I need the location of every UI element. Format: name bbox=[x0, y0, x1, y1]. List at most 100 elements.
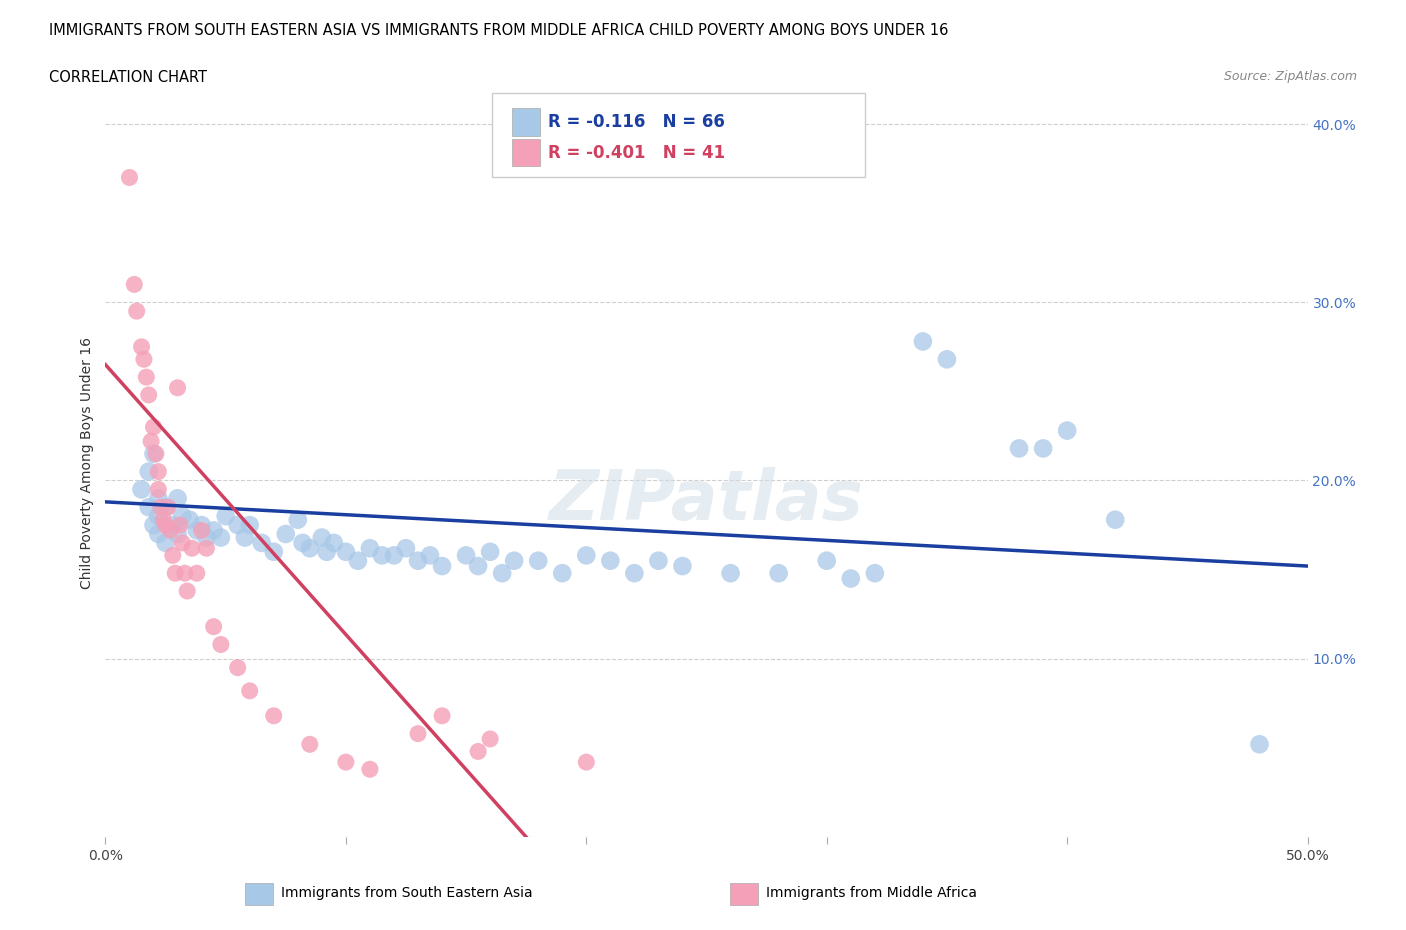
Point bbox=[527, 553, 550, 568]
Point bbox=[148, 464, 170, 479]
Point bbox=[131, 339, 153, 354]
Point bbox=[1008, 441, 1031, 456]
Point bbox=[149, 499, 172, 514]
Point bbox=[263, 709, 285, 724]
Point bbox=[195, 541, 218, 556]
Point bbox=[176, 584, 198, 599]
Point bbox=[162, 518, 184, 533]
Point bbox=[159, 523, 181, 538]
Point bbox=[131, 482, 153, 497]
Point bbox=[162, 548, 184, 563]
Point bbox=[503, 553, 526, 568]
Point bbox=[226, 660, 249, 675]
Point bbox=[179, 512, 201, 527]
Point bbox=[315, 544, 337, 559]
Point bbox=[142, 446, 165, 461]
Point bbox=[430, 709, 453, 724]
Point bbox=[148, 491, 170, 506]
Point bbox=[233, 530, 256, 545]
Point bbox=[1056, 423, 1078, 438]
Point bbox=[138, 388, 160, 403]
Point bbox=[467, 744, 489, 759]
Point bbox=[124, 277, 146, 292]
Point bbox=[155, 499, 177, 514]
Point bbox=[142, 419, 165, 434]
Point bbox=[768, 565, 790, 580]
Point bbox=[815, 553, 838, 568]
Point bbox=[226, 518, 249, 533]
Point bbox=[311, 530, 333, 545]
Text: CORRELATION CHART: CORRELATION CHART bbox=[49, 70, 207, 85]
Point bbox=[936, 352, 959, 366]
Point bbox=[172, 536, 194, 551]
Point bbox=[181, 541, 204, 556]
Point bbox=[172, 509, 194, 524]
Point bbox=[287, 512, 309, 527]
Point bbox=[186, 565, 208, 580]
Point bbox=[139, 433, 162, 449]
Point bbox=[165, 565, 187, 580]
Y-axis label: Child Poverty Among Boys Under 16: Child Poverty Among Boys Under 16 bbox=[80, 337, 94, 589]
Point bbox=[190, 518, 212, 533]
Point bbox=[406, 726, 429, 741]
Point bbox=[335, 755, 357, 770]
Text: ZIPatlas: ZIPatlas bbox=[548, 467, 865, 534]
Point bbox=[148, 509, 170, 524]
Point bbox=[250, 536, 273, 551]
Point bbox=[1104, 512, 1126, 527]
Point bbox=[479, 732, 502, 747]
Point bbox=[155, 536, 177, 551]
Point bbox=[145, 446, 167, 461]
Point bbox=[148, 526, 170, 541]
Point bbox=[132, 352, 155, 366]
Point bbox=[491, 565, 513, 580]
Point bbox=[202, 523, 225, 538]
Point bbox=[467, 559, 489, 574]
Point bbox=[551, 565, 574, 580]
Point bbox=[202, 619, 225, 634]
Text: Immigrants from Middle Africa: Immigrants from Middle Africa bbox=[766, 885, 977, 900]
Point bbox=[274, 526, 297, 541]
Point bbox=[148, 482, 170, 497]
Point bbox=[209, 530, 232, 545]
Point bbox=[430, 559, 453, 574]
Text: Source: ZipAtlas.com: Source: ZipAtlas.com bbox=[1223, 70, 1357, 83]
Point bbox=[166, 491, 188, 506]
Point bbox=[166, 380, 188, 395]
Point bbox=[382, 548, 405, 563]
Point bbox=[135, 370, 157, 385]
Text: R = -0.401   N = 41: R = -0.401 N = 41 bbox=[548, 144, 725, 163]
Point bbox=[195, 530, 218, 545]
Point bbox=[138, 499, 160, 514]
Point bbox=[173, 565, 195, 580]
Point bbox=[720, 565, 742, 580]
Point bbox=[911, 334, 934, 349]
Point bbox=[190, 523, 212, 538]
Point bbox=[125, 304, 148, 319]
Point bbox=[335, 544, 357, 559]
Point bbox=[863, 565, 886, 580]
Point bbox=[575, 755, 598, 770]
Point bbox=[239, 518, 262, 533]
Point bbox=[156, 499, 179, 514]
Text: IMMIGRANTS FROM SOUTH EASTERN ASIA VS IMMIGRANTS FROM MIDDLE AFRICA CHILD POVERT: IMMIGRANTS FROM SOUTH EASTERN ASIA VS IM… bbox=[49, 23, 949, 38]
Point bbox=[298, 541, 321, 556]
Point bbox=[623, 565, 645, 580]
Point bbox=[209, 637, 232, 652]
Point bbox=[298, 737, 321, 751]
Point bbox=[291, 536, 314, 551]
Point bbox=[406, 553, 429, 568]
Point bbox=[839, 571, 862, 586]
Point bbox=[214, 509, 236, 524]
Point bbox=[575, 548, 598, 563]
Point bbox=[263, 544, 285, 559]
Point bbox=[647, 553, 669, 568]
Point bbox=[359, 541, 381, 556]
Text: Immigrants from South Eastern Asia: Immigrants from South Eastern Asia bbox=[281, 885, 533, 900]
Point bbox=[371, 548, 394, 563]
Point bbox=[152, 512, 174, 527]
Point bbox=[454, 548, 477, 563]
Point bbox=[599, 553, 621, 568]
Point bbox=[395, 541, 418, 556]
Point bbox=[166, 526, 188, 541]
